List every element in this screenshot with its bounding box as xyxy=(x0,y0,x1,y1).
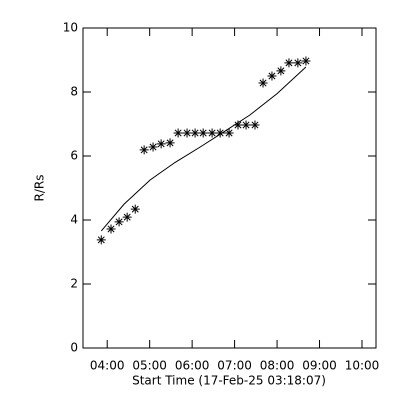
data-point xyxy=(130,204,140,214)
x-tick-label: 08:00 xyxy=(260,359,295,373)
y-axis-label: R/Rs xyxy=(33,175,47,202)
data-point xyxy=(215,128,225,138)
x-tick-label: 04:00 xyxy=(90,359,125,373)
data-point xyxy=(182,128,192,138)
data-point xyxy=(233,120,243,130)
data-point xyxy=(173,128,183,138)
data-point xyxy=(224,128,234,138)
data-point xyxy=(114,217,124,227)
data-point xyxy=(258,78,268,88)
data-point xyxy=(198,128,208,138)
data-point xyxy=(190,128,200,138)
data-point xyxy=(250,120,260,130)
data-point xyxy=(156,139,166,149)
data-point xyxy=(96,235,106,245)
data-point xyxy=(207,128,217,138)
plot-frame xyxy=(82,27,377,349)
y-tick-label: 6 xyxy=(70,149,78,163)
y-tick-label: 8 xyxy=(70,85,78,99)
data-point xyxy=(293,58,303,68)
x-tick-label: 07:00 xyxy=(217,359,252,373)
y-tick-label: 0 xyxy=(70,341,78,355)
y-tick-label: 2 xyxy=(70,277,78,291)
data-point xyxy=(106,224,116,234)
data-point xyxy=(139,145,149,155)
y-tick-label: 10 xyxy=(63,21,78,35)
data-point xyxy=(241,120,251,130)
x-tick-label: 10:00 xyxy=(345,359,380,373)
x-axis-label: Start Time (17-Feb-25 03:18:07) xyxy=(132,374,326,388)
data-point xyxy=(301,56,311,66)
fit-line xyxy=(100,66,307,232)
data-point xyxy=(276,66,286,76)
data-point xyxy=(284,58,294,68)
x-tick-label: 06:00 xyxy=(175,359,210,373)
data-point xyxy=(148,142,158,152)
x-tick-label: 05:00 xyxy=(132,359,167,373)
data-point xyxy=(267,71,277,81)
data-point xyxy=(165,138,175,148)
data-point xyxy=(122,212,132,222)
x-tick-label: 09:00 xyxy=(302,359,337,373)
y-tick-label: 4 xyxy=(70,213,78,227)
